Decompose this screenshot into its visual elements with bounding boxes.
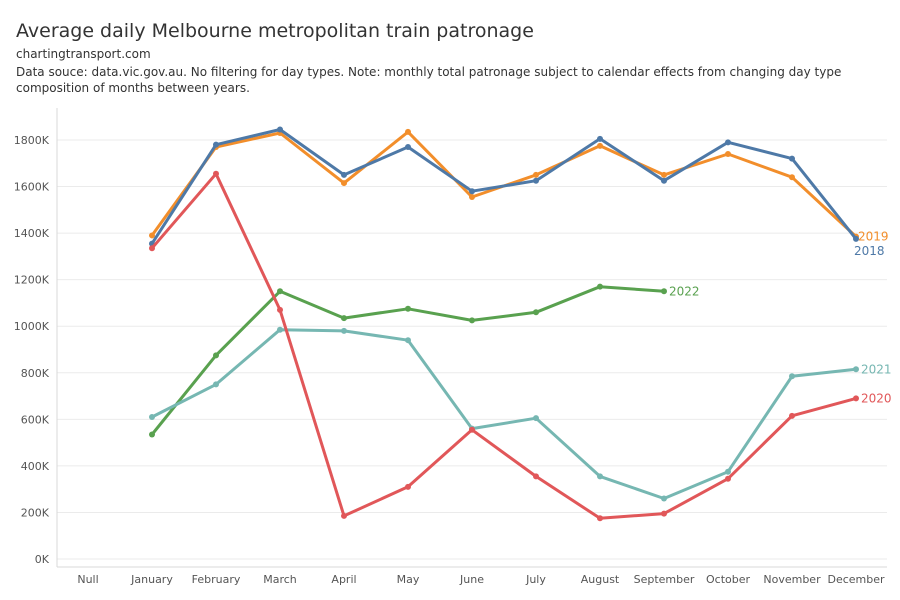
- data-point-2020-October: [725, 475, 731, 482]
- data-point-2020-December: [853, 395, 859, 402]
- data-point-2019-November: [789, 174, 795, 181]
- series-line-2020: [150, 172, 858, 520]
- data-point-2022-September: [661, 288, 667, 295]
- data-point-2022-August: [597, 283, 603, 290]
- series-2019: [149, 128, 859, 240]
- chart-note: Data souce: data.vic.gov.au. No filterin…: [16, 65, 842, 95]
- x-tick-label: June: [459, 573, 484, 586]
- data-point-2019-May: [405, 128, 411, 135]
- series-label-2021: 2021: [861, 362, 892, 376]
- axes: 0K 200K 400K 600K 800K 1000K 1200K 1400K 1600K 18…: [14, 108, 887, 586]
- data-point-2022-March: [277, 288, 283, 295]
- data-point-2020-September: [661, 510, 667, 517]
- data-point-2020-August: [597, 515, 603, 522]
- data-point-2020-January: [149, 245, 155, 252]
- x-tick-label: January: [130, 573, 173, 586]
- data-point-2018-April: [341, 171, 347, 178]
- data-point-2019-July: [533, 171, 539, 178]
- series-2022: [149, 283, 667, 438]
- data-point-2021-September: [661, 495, 667, 502]
- data-point-2018-February: [213, 141, 219, 148]
- y-tick-label: 1200K: [14, 274, 50, 287]
- data-point-2020-June: [469, 426, 475, 433]
- series-label-2019: 2019: [858, 230, 889, 244]
- data-point-2021-November: [789, 373, 795, 380]
- data-point-2018-November: [789, 155, 795, 162]
- data-point-2018-August: [597, 135, 603, 142]
- y-tick-label: 1600K: [14, 181, 50, 194]
- chart-title: Average daily Melbourne metropolitan tra…: [16, 20, 534, 42]
- x-tick-label: March: [263, 573, 297, 586]
- data-point-2019-April: [341, 180, 347, 187]
- data-point-2020-July: [533, 473, 539, 480]
- y-tick-label: 800K: [21, 367, 50, 380]
- series-label-2018: 2018: [854, 244, 885, 258]
- data-point-2022-January: [149, 431, 155, 438]
- data-point-2020-November: [789, 412, 795, 419]
- data-point-2020-April: [341, 512, 347, 519]
- data-point-2022-April: [341, 315, 347, 322]
- x-tick-label: December: [827, 573, 885, 586]
- y-tick-label: 600K: [21, 413, 50, 426]
- x-tick-label: May: [397, 573, 420, 586]
- y-tick-label: 0K: [35, 553, 50, 566]
- data-point-2019-October: [725, 150, 731, 157]
- data-point-2021-October: [725, 468, 731, 475]
- series-label-2022: 2022: [669, 284, 700, 298]
- series-lines: [149, 126, 859, 522]
- data-point-2022-May: [405, 305, 411, 312]
- data-point-2022-February: [213, 352, 219, 359]
- chart-source: chartingtransport.com: [16, 47, 151, 61]
- data-point-2021-March: [277, 326, 283, 333]
- data-point-2019-August: [597, 142, 603, 149]
- data-point-2021-May: [405, 337, 411, 344]
- data-point-2018-June: [469, 188, 475, 195]
- series-2020: [149, 170, 859, 522]
- x-tick-label: October: [706, 573, 750, 586]
- data-point-2018-March: [277, 126, 283, 133]
- data-point-2022-June: [469, 317, 475, 324]
- x-tick-label: August: [581, 573, 620, 586]
- data-point-2018-July: [533, 177, 539, 184]
- series-label-2020: 2020: [861, 391, 892, 405]
- data-point-2021-January: [149, 414, 155, 421]
- data-point-2021-July: [533, 415, 539, 422]
- y-tick-label: 1400K: [14, 227, 50, 240]
- x-tick-label: April: [331, 573, 356, 586]
- data-point-2021-April: [341, 327, 347, 334]
- data-point-2020-May: [405, 483, 411, 490]
- data-point-2019-January: [149, 232, 155, 239]
- y-tick-label: 1800K: [14, 134, 50, 147]
- data-point-2018-May: [405, 143, 411, 150]
- data-point-2020-February: [213, 170, 219, 177]
- data-point-2022-July: [533, 309, 539, 316]
- series-2018: [149, 126, 859, 247]
- data-point-2018-October: [725, 139, 731, 146]
- x-tick-label: July: [525, 573, 546, 586]
- y-tick-label: 1000K: [14, 320, 50, 333]
- series-2021: [149, 326, 859, 502]
- y-tick-label: 200K: [21, 506, 50, 519]
- data-point-2021-December: [853, 366, 859, 373]
- data-point-2021-August: [597, 473, 603, 480]
- data-point-2019-June: [469, 194, 475, 201]
- y-tick-label: 400K: [21, 460, 50, 473]
- x-tick-label: November: [763, 573, 821, 586]
- gridlines: [57, 139, 887, 560]
- x-tick-label: Null: [77, 573, 98, 586]
- data-point-2019-September: [661, 171, 667, 178]
- x-tick-label: February: [192, 573, 241, 586]
- x-tick-label: September: [634, 573, 695, 586]
- data-point-2020-March: [277, 306, 283, 313]
- data-point-2018-September: [661, 177, 667, 184]
- series-line-2021: [150, 328, 858, 500]
- data-point-2021-February: [213, 381, 219, 388]
- series-line-2018: [150, 128, 858, 246]
- data-point-2018-December: [853, 235, 859, 242]
